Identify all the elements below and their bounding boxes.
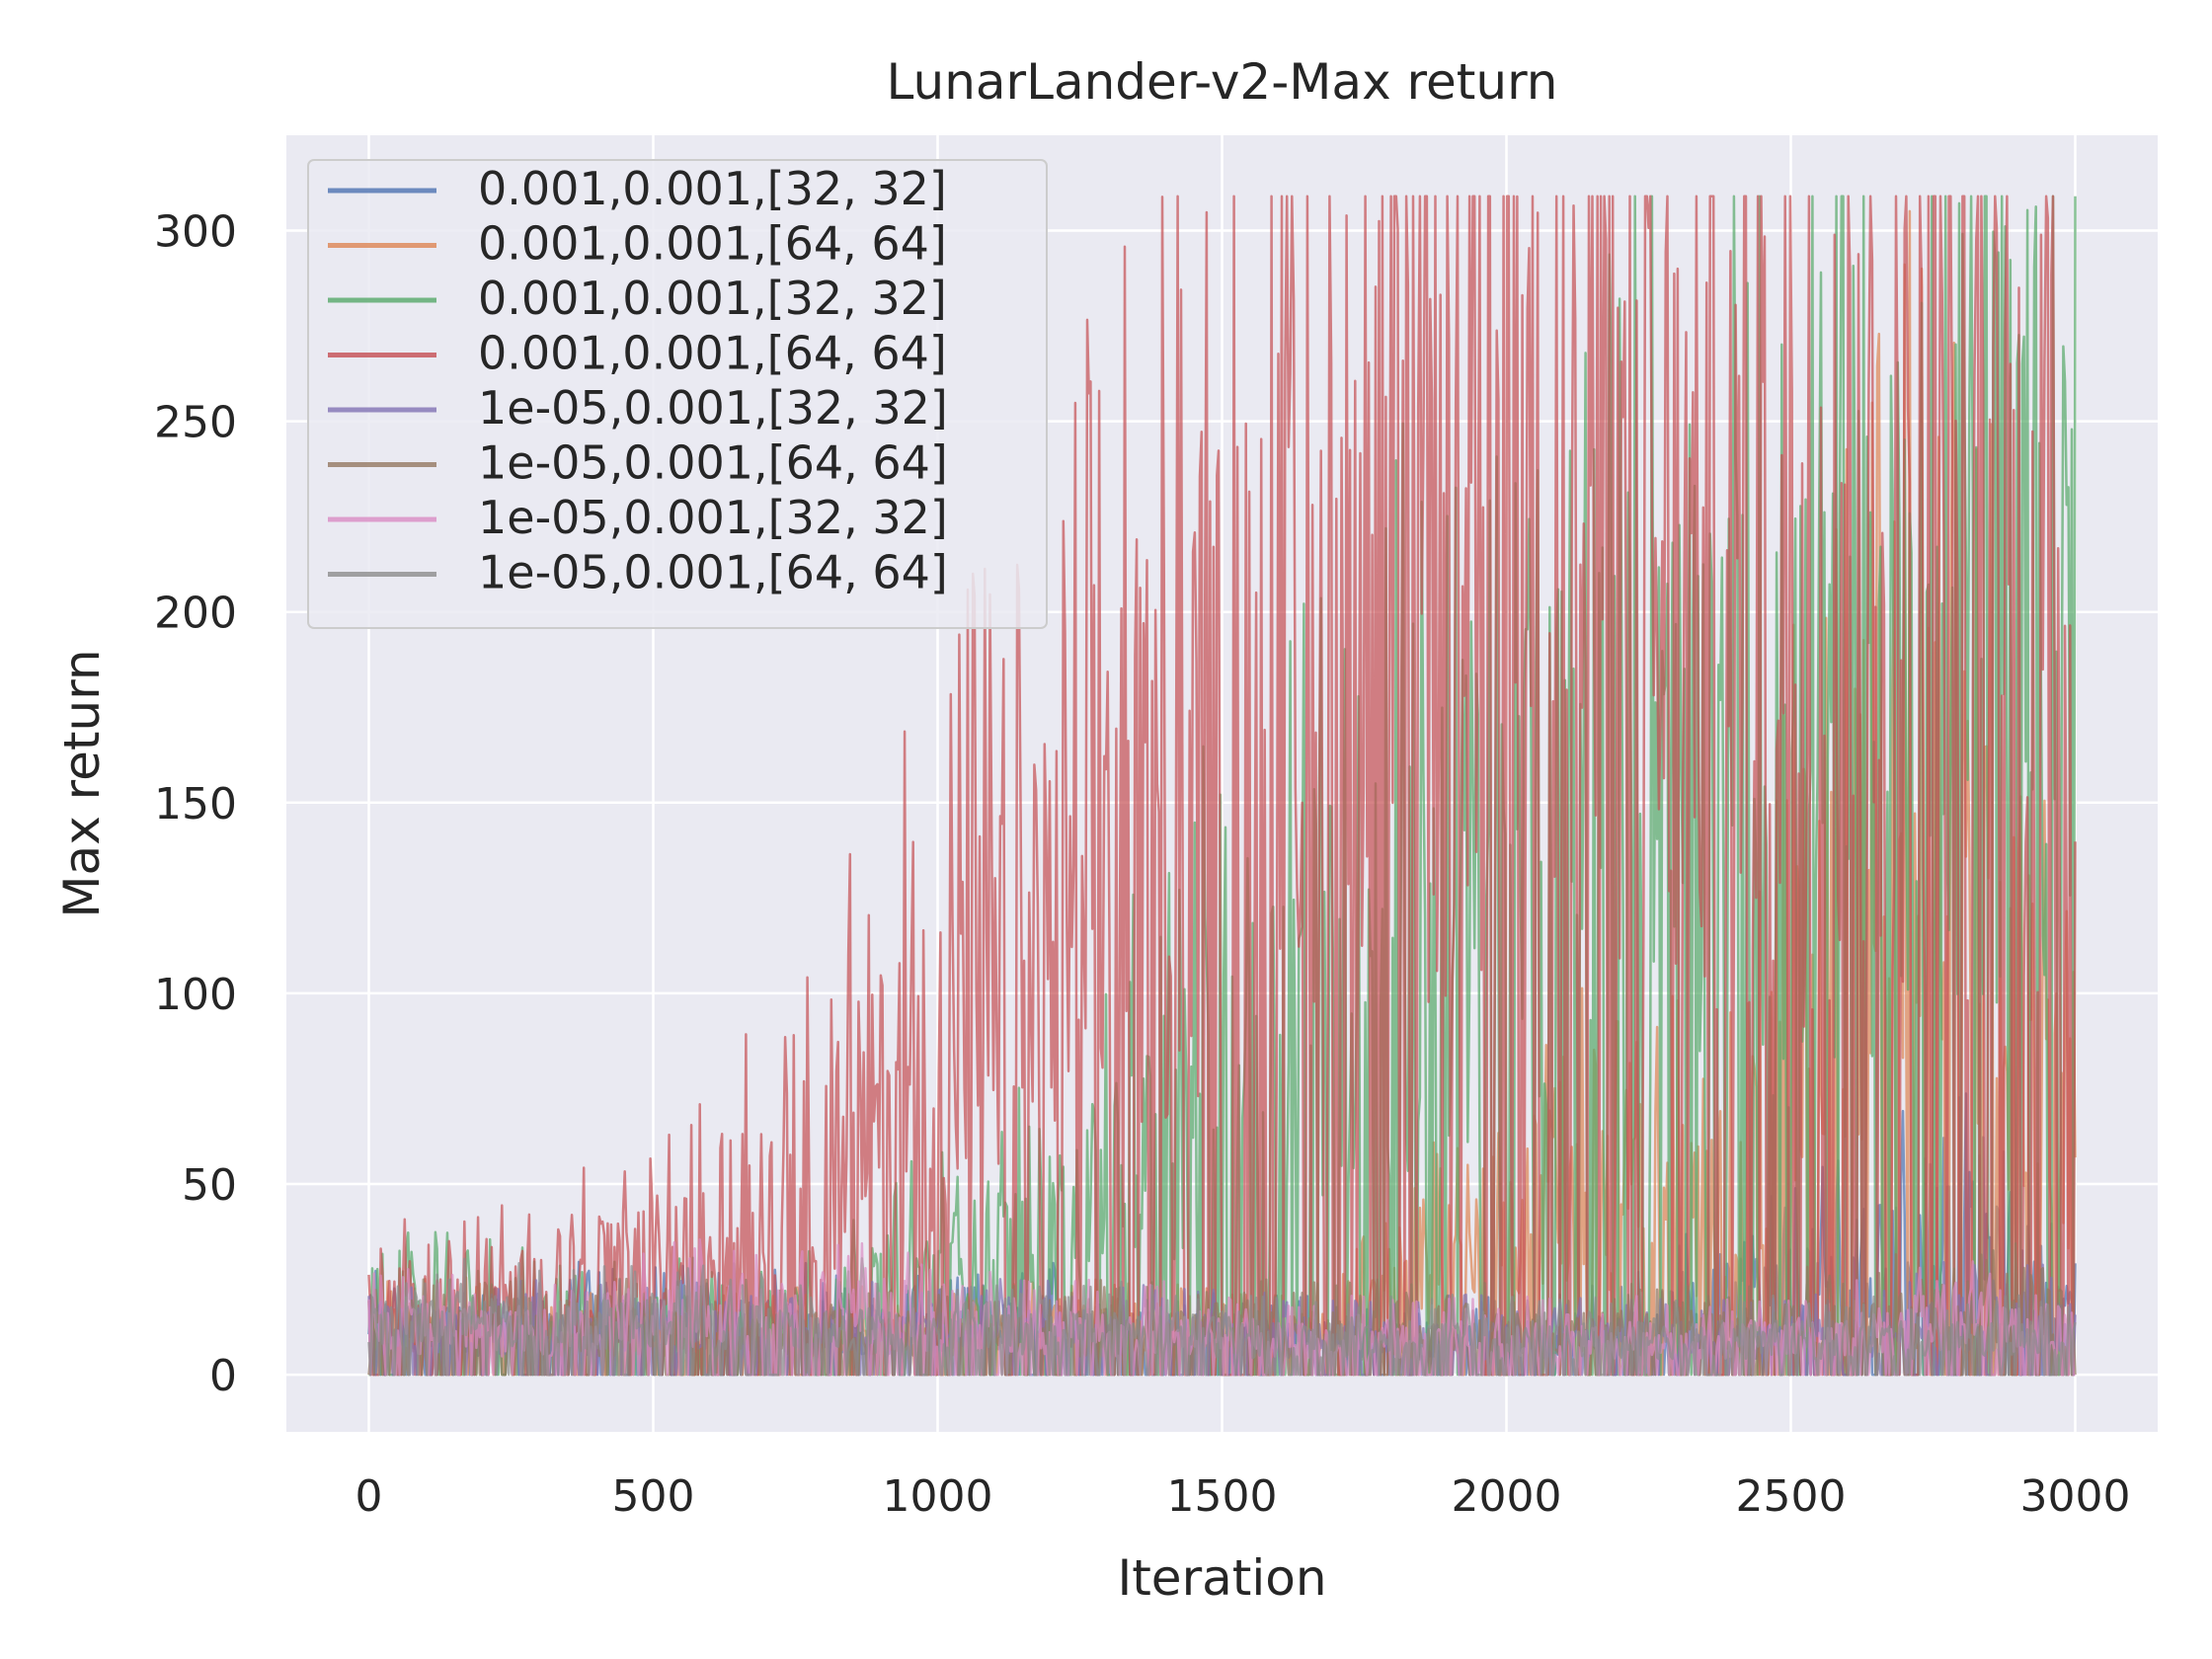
x-tick-label: 3000 bbox=[2019, 1471, 2130, 1522]
x-tick-label: 2500 bbox=[1735, 1471, 1846, 1522]
legend-label: 0.001,0.001,[32, 32] bbox=[478, 272, 947, 325]
legend: 0.001,0.001,[32, 32]0.001,0.001,[64, 64]… bbox=[307, 159, 1048, 629]
legend-label: 1e-05,0.001,[64, 64] bbox=[478, 436, 948, 490]
x-tick-label: 2000 bbox=[1452, 1471, 1562, 1522]
legend-label: 0.001,0.001,[32, 32] bbox=[478, 162, 947, 215]
ticks: 0 500 1000 1500 2000 2500 3000 0 50 100 150 200 250 3… bbox=[154, 207, 2130, 1522]
x-tick-label: 1500 bbox=[1167, 1471, 1278, 1522]
y-tick-label: 50 bbox=[182, 1160, 237, 1211]
y-tick-label: 150 bbox=[154, 779, 237, 830]
x-tick-label: 0 bbox=[356, 1471, 383, 1522]
y-tick-label: 300 bbox=[154, 207, 237, 258]
y-tick-label: 200 bbox=[154, 589, 237, 639]
x-tick-label: 1000 bbox=[883, 1471, 993, 1522]
x-tick-label: 500 bbox=[612, 1471, 695, 1522]
chart-title: LunarLander-v2-Max return bbox=[887, 53, 1558, 111]
legend-label: 1e-05,0.001,[32, 32] bbox=[478, 491, 948, 544]
y-tick-label: 250 bbox=[154, 398, 237, 448]
series-line bbox=[367, 1257, 2077, 1377]
y-axis-label: Max return bbox=[53, 649, 111, 917]
legend-box bbox=[307, 159, 1048, 629]
x-axis-label: Iteration bbox=[1117, 1549, 1326, 1607]
legend-label: 1e-05,0.001,[32, 32] bbox=[478, 381, 948, 434]
legend-label: 1e-05,0.001,[64, 64] bbox=[478, 546, 948, 599]
y-tick-label: 0 bbox=[209, 1351, 237, 1401]
legend-label: 0.001,0.001,[64, 64] bbox=[478, 327, 947, 380]
legend-label: 0.001,0.001,[64, 64] bbox=[478, 217, 947, 271]
y-tick-label: 100 bbox=[154, 970, 237, 1020]
series-layer bbox=[367, 195, 2077, 1377]
